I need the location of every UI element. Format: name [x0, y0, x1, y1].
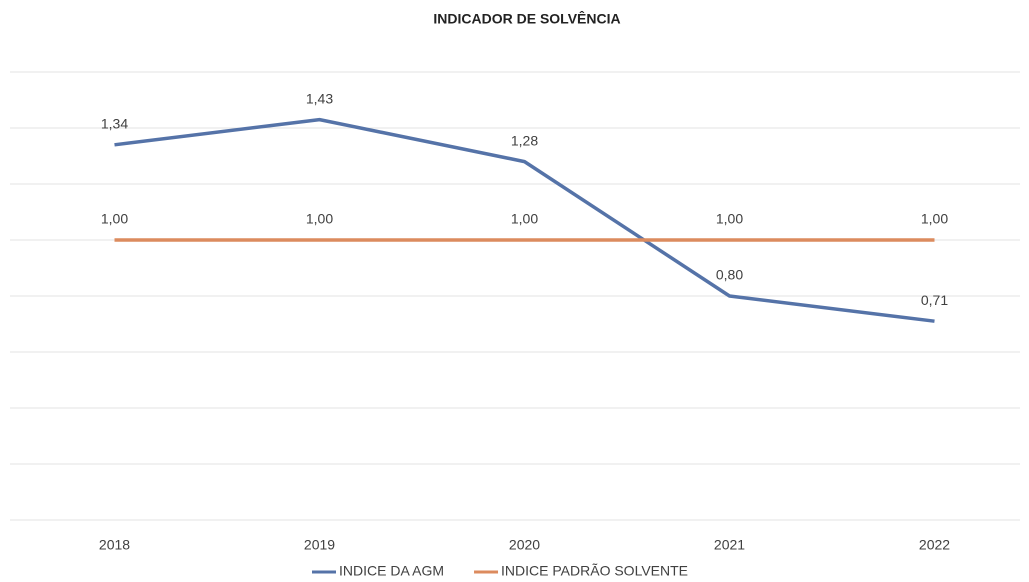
- data-label: 1,34: [101, 116, 128, 132]
- data-label: 1,00: [921, 211, 948, 227]
- data-label: 1,43: [306, 90, 333, 106]
- data-label: 0,71: [921, 292, 948, 308]
- x-tick-label: 2021: [714, 537, 745, 553]
- data-label: 1,00: [306, 211, 333, 227]
- data-label: 1,00: [101, 211, 128, 227]
- x-tick-label: 2020: [509, 537, 540, 553]
- data-label: 1,00: [511, 211, 538, 227]
- data-label: 1,28: [511, 132, 538, 148]
- chart-title: INDICADOR DE SOLVÊNCIA: [433, 10, 620, 27]
- series-line: [114, 117, 935, 323]
- x-tick-label: 2022: [919, 537, 950, 553]
- data-label: 0,80: [716, 267, 743, 283]
- legend-label: INDICE PADRÃO SOLVENTE: [501, 563, 688, 579]
- x-tick-label: 2018: [99, 537, 130, 553]
- legend-label: INDICE DA AGM: [339, 563, 444, 579]
- data-label: 1,00: [716, 211, 743, 227]
- x-tick-label: 2019: [304, 537, 335, 553]
